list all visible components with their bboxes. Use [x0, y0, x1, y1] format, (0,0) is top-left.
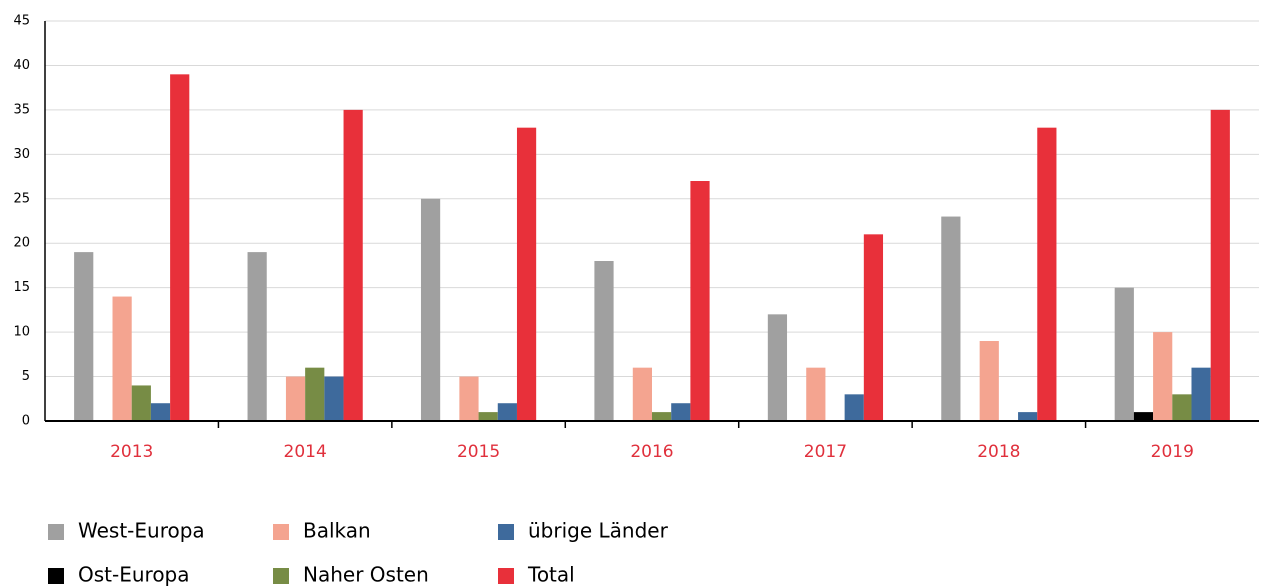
x-tick-label: 2014: [284, 442, 327, 462]
x-tick-label: 2018: [977, 442, 1020, 462]
bar: [150, 403, 171, 421]
bar: [478, 412, 498, 421]
legend-swatch: [273, 524, 289, 540]
bar: [1114, 287, 1134, 421]
bar: [170, 74, 190, 421]
bar: [285, 376, 306, 421]
y-tick-label: 30: [13, 147, 30, 162]
legend-swatch: [273, 568, 289, 584]
legend-swatch: [498, 568, 514, 584]
bar: [652, 412, 672, 421]
legend-label: West-Europa: [78, 519, 205, 543]
bar: [671, 403, 691, 421]
legend-label: Balkan: [303, 519, 371, 543]
bar: [74, 252, 94, 421]
y-tick-label: 20: [13, 236, 30, 251]
bar: [767, 314, 788, 421]
bar: [247, 252, 267, 421]
x-tick-label: 2013: [110, 442, 153, 462]
x-tick-label: 2017: [804, 442, 847, 462]
y-tick-label: 10: [13, 325, 30, 340]
bar: [979, 341, 999, 421]
y-tick-label: 45: [13, 14, 30, 29]
bar: [844, 394, 864, 421]
bar: [1153, 332, 1173, 421]
bar: [112, 296, 132, 421]
x-tick-label: 2016: [630, 442, 673, 462]
x-tick-label: 2015: [457, 442, 500, 462]
y-tick-label: 15: [13, 280, 30, 295]
y-tick-label: 5: [22, 369, 30, 384]
y-tick-label: 35: [13, 102, 30, 117]
bar: [1210, 109, 1230, 421]
bar: [1018, 412, 1038, 421]
bar: [1191, 367, 1211, 421]
legend-swatch: [498, 524, 514, 540]
y-tick-label: 0: [22, 414, 30, 429]
bar: [420, 198, 441, 421]
bar: [594, 261, 614, 421]
bar: [941, 216, 961, 421]
bar: [1172, 394, 1192, 421]
bar: [1037, 127, 1057, 422]
bar: [806, 367, 826, 421]
legend-label: übrige Länder: [528, 519, 669, 543]
bar: [497, 403, 517, 421]
bar: [459, 376, 479, 421]
bar: [1133, 412, 1154, 421]
bar: [343, 109, 363, 421]
bar: [863, 234, 884, 421]
bar: [324, 376, 344, 421]
legend-swatch: [48, 524, 64, 540]
bar: [690, 181, 710, 421]
y-tick-label: 25: [13, 191, 30, 206]
bar: [516, 127, 537, 422]
bar: [305, 367, 325, 421]
legend-label: Ost-Europa: [78, 563, 190, 586]
y-tick-label: 40: [13, 58, 30, 73]
legend-swatch: [48, 568, 64, 584]
bar: [632, 367, 652, 421]
legend-label: Total: [527, 563, 575, 586]
legend-label: Naher Osten: [303, 563, 429, 586]
x-tick-label: 2019: [1151, 442, 1194, 462]
bar: [131, 385, 151, 421]
